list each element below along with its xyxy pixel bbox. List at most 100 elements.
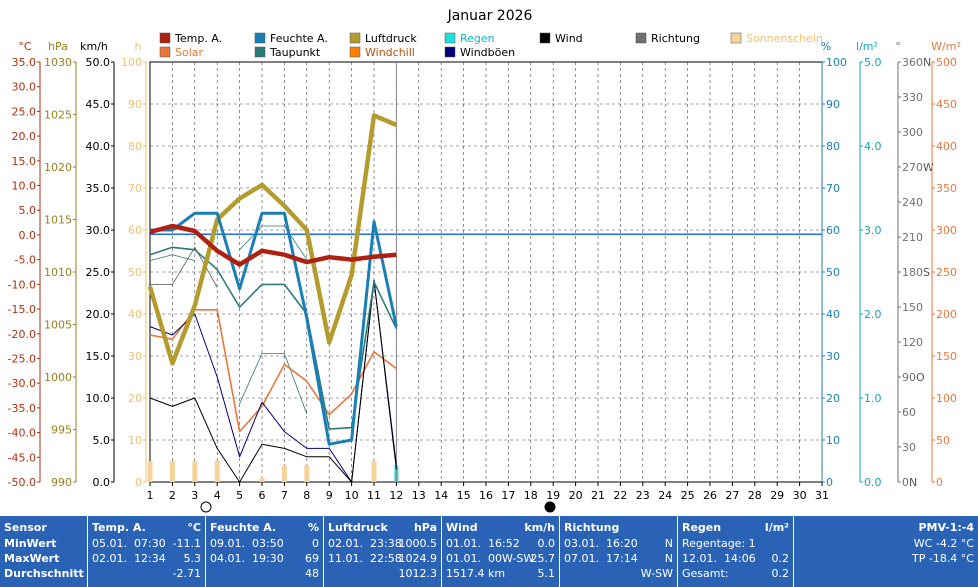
temp-axis-label: -40.0 (8, 427, 36, 440)
sun-axis-label: 90 (128, 98, 142, 111)
stats-humidity-header: Feuchte A. (210, 521, 277, 534)
sun-axis-label: 100 (121, 56, 142, 69)
stats-rain-column: Regen l/m² Regentage: 1 12.01. 14:06 0.2 Ge… (678, 516, 794, 587)
humidity-axis-label: 40 (826, 308, 840, 321)
stats-humidity-min-value: 0 (312, 537, 319, 550)
wind-axis-label: 20.0 (86, 308, 111, 321)
direction-letter: N (909, 476, 917, 489)
stats-pressure-max-time: 22:58 (370, 552, 402, 565)
legend-swatch (254, 32, 266, 44)
humidity-axis-label: 90 (826, 98, 840, 111)
new-moon-icon (544, 501, 556, 513)
axis-headers: °C hPa km/h h% l/m² ° W/m² (18, 40, 960, 53)
direction-axis-label: 180 (902, 266, 923, 279)
x-tick-label: 31 (815, 489, 829, 502)
pressure-axis-label: 1000 (44, 371, 72, 384)
stats-humidity-min-date: 09.01. (210, 537, 245, 550)
stats-pressure-min-date: 02.01. (328, 537, 363, 550)
stats-wind-distance: 1517.4 km (446, 567, 506, 580)
solar-axis-title: W/m² (931, 40, 961, 53)
temp-axis-label: -25.0 (8, 352, 36, 365)
stats-wind-max-date: 01.01. (446, 552, 481, 565)
rain-axis-label: 4.0 (864, 140, 882, 153)
pressure-axis-label: 1020 (44, 161, 72, 174)
legend: Temp. A. Feuchte A. Luftdruck Regen Wind Rich… (159, 32, 823, 59)
stats-pressure-min-value: 1000.5 (398, 537, 438, 550)
pressure-axis-label: 995 (51, 424, 72, 437)
direction-axis-label: 360 (902, 56, 923, 69)
x-tick-label: 12 (389, 489, 403, 502)
stats-temp-avg-value: -2.71 (172, 567, 201, 580)
series-temp-a--line (149, 223, 397, 267)
x-tick-label: 15 (457, 489, 471, 502)
stats-rain-days: Regentage: 1 (682, 537, 756, 550)
legend-label: Windböen (460, 46, 515, 59)
stats-direction-max-value: N (664, 552, 673, 565)
stats-wind-min-time: 16:52 (488, 537, 520, 550)
stats-rain-max-date: 12.01. (682, 552, 717, 565)
direction-axis-label: 210 (902, 231, 923, 244)
solar-axis-label: 50 (936, 434, 950, 447)
stats-direction-header: Richtung (564, 521, 620, 534)
temp-axis-label: 35.0 (12, 56, 37, 69)
series-taupunkt-max-line (239, 225, 308, 260)
legend-label: Luftdruck (365, 32, 417, 45)
temp-axis-label: -20.0 (8, 328, 36, 341)
legend-swatch (349, 32, 361, 44)
pressure-axis-title: hPa (48, 40, 68, 53)
stats-humidity-max-date: 04.01. (210, 552, 245, 565)
direction-axis-title: ° (895, 40, 901, 53)
stats-temp-max-value: 5.3 (183, 552, 202, 565)
legend-label: Temp. A. (174, 32, 222, 45)
stats-humidity-avg-value: 48 (305, 567, 319, 580)
stats-pmv-dewpoint: TP -18.4 °C (912, 552, 974, 565)
legend-swatch (635, 32, 647, 44)
wind-axis-label: 35.0 (86, 182, 111, 195)
full-moon-icon (200, 501, 212, 513)
sun-axis-label: 20 (128, 392, 142, 405)
x-tick-label: 30 (793, 489, 807, 502)
solar-axis-label: 0 (936, 476, 943, 489)
stats-rain-total-value: 0.2 (771, 567, 790, 580)
solar-axis-label: 450 (936, 98, 957, 111)
series-wind-line (149, 279, 397, 483)
temp-axis-label: 15.0 (12, 155, 37, 168)
direction-axis-label: 60 (902, 406, 916, 419)
x-tick-label: 28 (748, 489, 762, 502)
series-luftdruck-line (147, 113, 398, 366)
stats-humidity-max-time: 19:30 (252, 552, 284, 565)
solar-axis-label: 400 (936, 140, 957, 153)
direction-axis-label: 300 (902, 126, 923, 139)
stats-rain-header: Regen (682, 521, 722, 534)
temp-axis-label: -10.0 (8, 278, 36, 291)
wind-axis-label: 0.0 (93, 476, 111, 489)
x-tick-label: 16 (479, 489, 493, 502)
wind-axis-label: 45.0 (86, 98, 111, 111)
stats-row-label-avg: Durchschnitt (4, 567, 84, 580)
x-tick-label: 13 (412, 489, 426, 502)
legend-label: Taupunkt (269, 46, 321, 59)
x-tick-label: 11 (367, 489, 381, 502)
humidity-axis-label: 80 (826, 140, 840, 153)
solar-axis-label: 100 (936, 392, 957, 405)
x-tick-label: 5 (236, 489, 243, 502)
x-tick-label: 14 (434, 489, 448, 502)
direction-axis-label: 270 (902, 161, 923, 174)
sun-axis-label: 40 (128, 308, 142, 321)
weather-chart: Januar 2026 Temp. A. Feuchte A. Luftdruck R… (8, 8, 961, 513)
legend-label: Regen (460, 32, 495, 45)
sunshine-bar (214, 461, 220, 482)
temp-axis-label: 10.0 (12, 180, 37, 193)
sunshine-bar (192, 461, 198, 482)
wind-axis-title: km/h (80, 40, 108, 53)
legend-label: Windchill (365, 46, 415, 59)
solar-axis-label: 350 (936, 182, 957, 195)
humidity-axis-label: 50 (826, 266, 840, 279)
direction-axis-label: 0 (902, 476, 909, 489)
axes: 35.0 30.0 25.0 20.0 15.0 10.0 5.0 0.0 -5.0 -10.0 -… (8, 56, 957, 489)
stats-row-label-min: MinWert (4, 537, 57, 550)
direction-letter: N (923, 56, 931, 69)
x-tick-label: 23 (636, 489, 650, 502)
stats-humidity-column: Feuchte A.% 09.01. 03:50 0 04.01. 19:30 69 4… (206, 516, 324, 587)
solar-axis-label: 200 (936, 308, 957, 321)
